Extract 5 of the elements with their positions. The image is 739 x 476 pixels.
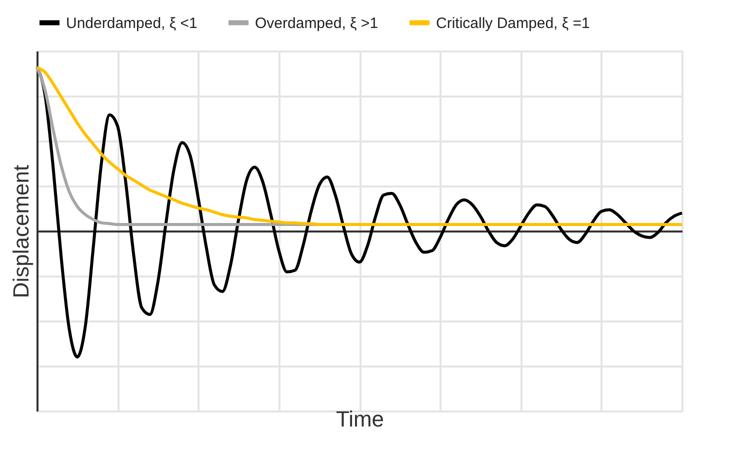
legend-label: Underdamped, ξ <1 <box>66 14 198 32</box>
legend-label: Critically Damped, ξ =1 <box>436 14 590 32</box>
y-axis-title: Displacement <box>8 164 34 298</box>
legend-label: Overdamped, ξ >1 <box>255 14 378 32</box>
x-axis-title: Time <box>336 406 384 432</box>
